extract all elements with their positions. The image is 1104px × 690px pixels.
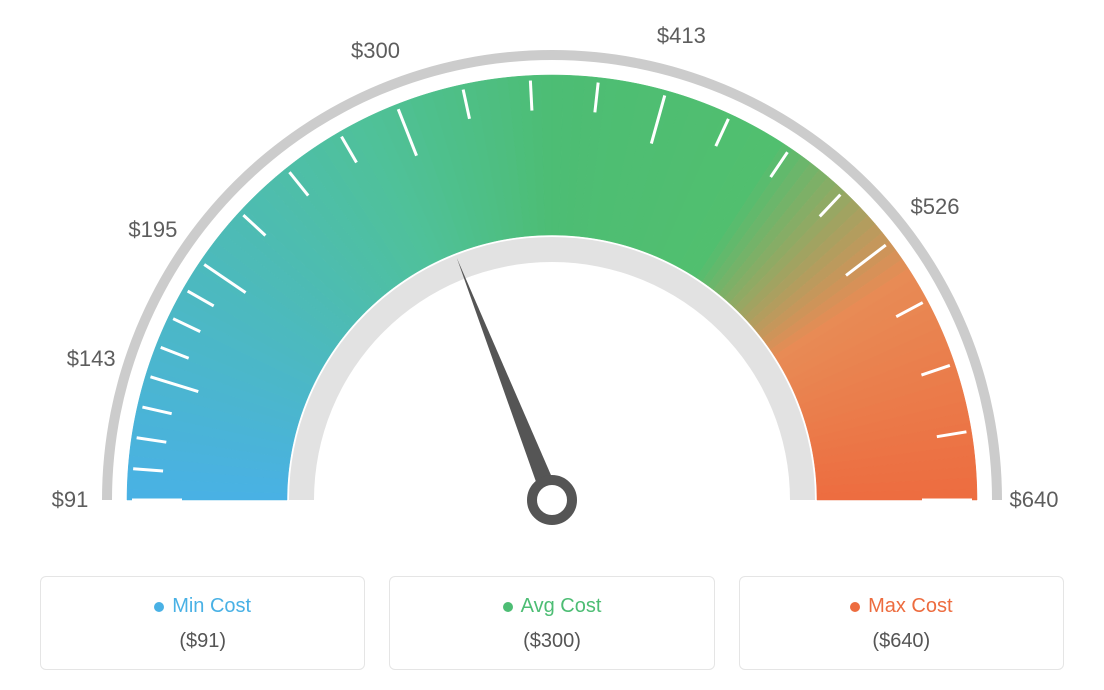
gauge-svg bbox=[0, 0, 1104, 560]
gauge-tick-label: $195 bbox=[128, 217, 177, 243]
legend-title-row: Max Cost bbox=[750, 595, 1053, 618]
legend-label: Max Cost bbox=[868, 595, 952, 618]
cost-gauge-widget: $91 $143 $195 $300 $413 $526 $640 Min Cost ($9… bbox=[0, 0, 1104, 690]
legend-title-row: Min Cost bbox=[51, 595, 354, 618]
gauge-tick-label: $91 bbox=[52, 487, 89, 513]
legend-label: Min Cost bbox=[172, 595, 251, 618]
legend-value: ($91) bbox=[51, 630, 354, 653]
legend-card-max: Max Cost ($640) bbox=[739, 576, 1064, 670]
legend-title-row: Avg Cost bbox=[400, 595, 703, 618]
legend-label: Avg Cost bbox=[521, 595, 602, 618]
gauge-tick-label: $640 bbox=[1010, 487, 1059, 513]
legend-dot-icon bbox=[154, 602, 164, 612]
gauge-tick-label: $526 bbox=[911, 194, 960, 220]
legend-card-min: Min Cost ($91) bbox=[40, 576, 365, 670]
gauge-tick-label: $413 bbox=[657, 23, 706, 49]
gauge-tick-label: $300 bbox=[351, 38, 400, 64]
legend-card-avg: Avg Cost ($300) bbox=[389, 576, 714, 670]
legend-value: ($300) bbox=[400, 630, 703, 653]
legend-dot-icon bbox=[503, 602, 513, 612]
legend-value: ($640) bbox=[750, 630, 1053, 653]
legend-dot-icon bbox=[850, 602, 860, 612]
gauge-tick-label: $143 bbox=[67, 346, 116, 372]
legend-row: Min Cost ($91) Avg Cost ($300) Max Cost … bbox=[40, 576, 1064, 670]
gauge-chart: $91 $143 $195 $300 $413 $526 $640 bbox=[0, 0, 1104, 560]
